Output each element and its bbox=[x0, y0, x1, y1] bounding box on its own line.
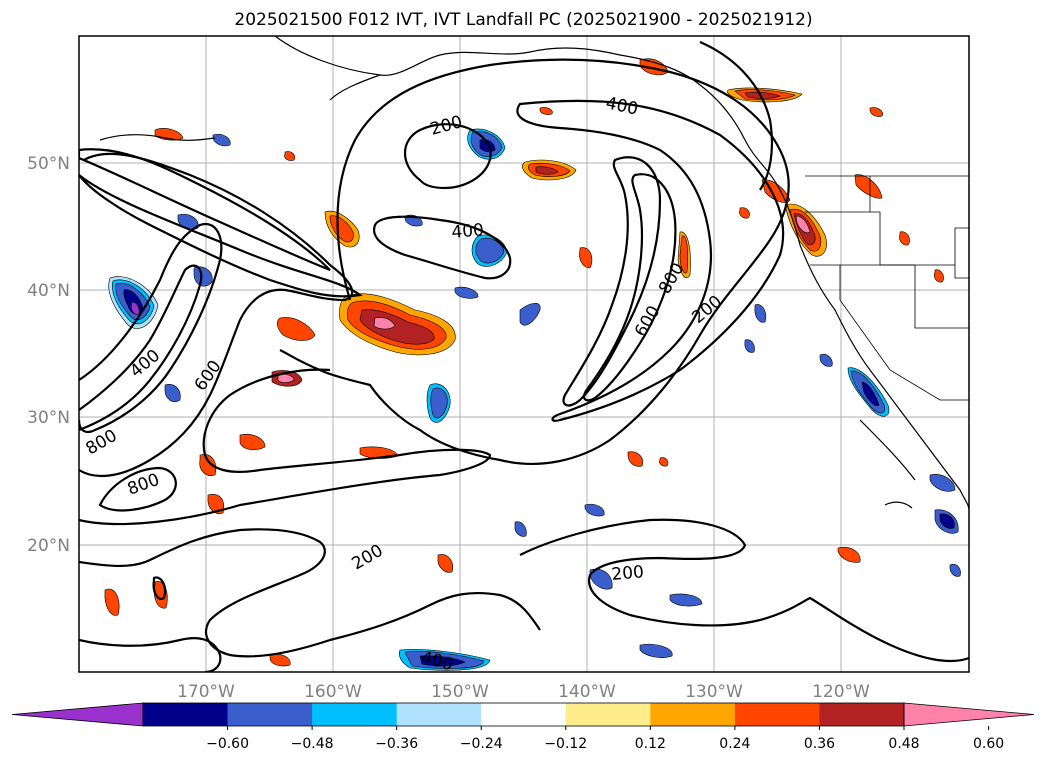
map-title: 2025021500 F012 IVT, IVT Landfall PC (20… bbox=[234, 10, 813, 30]
lon-tick-label: 160°W bbox=[304, 682, 362, 702]
colorbar-tick-label: −0.36 bbox=[375, 736, 418, 752]
colorbar-tick-label: 0.12 bbox=[635, 736, 666, 752]
colorbar-segment bbox=[396, 703, 482, 726]
colorbar-segment bbox=[734, 703, 820, 726]
colorbar-segment bbox=[143, 703, 229, 726]
negative-pc-regions bbox=[108, 128, 961, 671]
colorbar-segment bbox=[227, 703, 313, 726]
colorbar-segment bbox=[312, 703, 398, 726]
colorbar-tick-label: 0.48 bbox=[888, 736, 919, 752]
colorbar-tick-label: −0.60 bbox=[206, 736, 249, 752]
latitude-labels: 50°N 40°N 30°N 20°N bbox=[27, 154, 70, 556]
longitude-labels: 170°W 160°W 150°W 140°W 130°W 120°W bbox=[177, 682, 870, 702]
colorbar-tick-label: −0.24 bbox=[460, 736, 503, 752]
lon-tick-label: 150°W bbox=[431, 682, 489, 702]
colorbar-segment bbox=[565, 703, 651, 726]
colorbar-segment bbox=[650, 703, 736, 726]
colorbar-extend-low bbox=[11, 702, 144, 727]
colorbar-segment bbox=[481, 703, 567, 726]
lat-tick-label: 50°N bbox=[27, 154, 70, 174]
contour-label: 200 bbox=[611, 562, 645, 585]
lat-tick-label: 20°N bbox=[27, 536, 70, 556]
lat-tick-label: 30°N bbox=[27, 408, 70, 428]
state-boundaries bbox=[805, 175, 969, 401]
lat-tick-label: 40°N bbox=[27, 281, 70, 301]
map-border bbox=[78, 35, 970, 673]
colorbar-tick-label: 0.24 bbox=[719, 736, 750, 752]
contour-label: 400 bbox=[451, 220, 485, 243]
colorbar-extend-high bbox=[903, 702, 1035, 727]
positive-pc-regions bbox=[104, 58, 944, 667]
coastlines bbox=[99, 36, 969, 511]
lon-tick-label: 140°W bbox=[558, 682, 616, 702]
colorbar-tick-label: −0.48 bbox=[291, 736, 334, 752]
lon-tick-label: 120°W bbox=[812, 682, 870, 702]
ivt-contours bbox=[79, 40, 969, 672]
map-background bbox=[79, 36, 969, 672]
lon-tick-label: 170°W bbox=[177, 682, 235, 702]
lon-tick-label: 130°W bbox=[685, 682, 743, 702]
colorbar-outline bbox=[142, 702, 905, 727]
colorbar-tick-label: −0.12 bbox=[544, 736, 587, 752]
colorbar: −0.60 −0.48 −0.36 −0.24 −0.12 0.12 0.24 0.36 0.4… bbox=[11, 702, 1035, 752]
colorbar-tick-label: 0.60 bbox=[973, 736, 1004, 752]
colorbar-segment bbox=[819, 703, 905, 726]
colorbar-tick-label: 0.36 bbox=[804, 736, 835, 752]
